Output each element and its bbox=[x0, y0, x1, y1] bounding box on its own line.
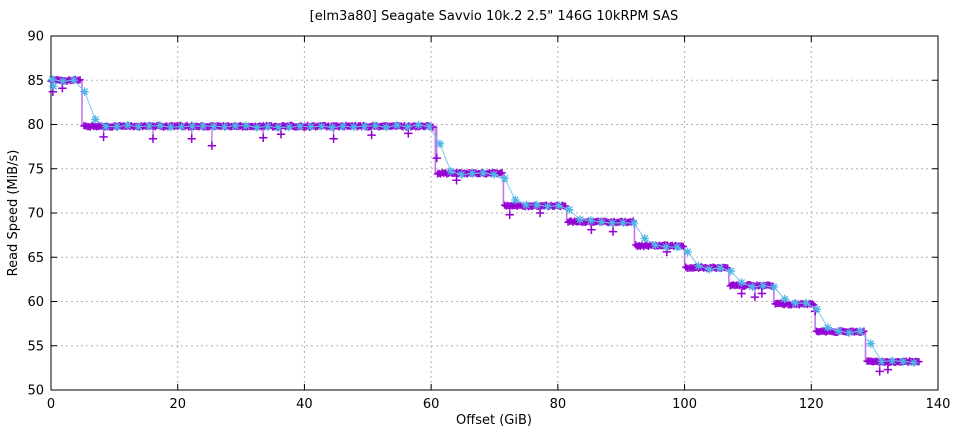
grid bbox=[51, 36, 938, 390]
x-tick-label: 20 bbox=[169, 397, 186, 412]
x-tick-label: 40 bbox=[296, 397, 313, 412]
y-tick-label: 85 bbox=[27, 74, 44, 89]
data-series bbox=[47, 75, 923, 376]
axis-ticks: 0 20 40 60 80 100 120 140 50 55 60 65 70 75 80 85 90 bbox=[27, 30, 950, 413]
x-tick-label: 120 bbox=[799, 397, 824, 412]
x-axis-label: Offset (GiB) bbox=[456, 413, 532, 428]
x-tick-label: 80 bbox=[550, 397, 567, 412]
x-tick-label: 0 bbox=[47, 397, 55, 412]
raw-series-plus-markers bbox=[47, 75, 923, 376]
x-tick-label: 100 bbox=[672, 397, 697, 412]
y-tick-label: 65 bbox=[27, 251, 44, 266]
y-tick-label: 90 bbox=[27, 30, 44, 45]
x-tick-label: 140 bbox=[926, 397, 951, 412]
plot-border bbox=[50, 35, 939, 391]
y-tick-label: 70 bbox=[27, 207, 44, 222]
y-axis-label: Read Speed (MiB/s) bbox=[6, 150, 21, 277]
y-tick-label: 55 bbox=[27, 339, 44, 354]
y-tick-label: 75 bbox=[27, 162, 44, 177]
y-tick-label: 80 bbox=[27, 118, 44, 133]
chart-title: [elm3a80] Seagate Savvio 10k.2 2.5" 146G… bbox=[310, 9, 679, 24]
y-tick-label: 60 bbox=[27, 295, 44, 310]
smoothed-series-star-markers bbox=[48, 75, 919, 367]
y-tick-label: 50 bbox=[27, 384, 44, 399]
smoothed-series-line bbox=[52, 79, 914, 364]
x-tick-label: 60 bbox=[423, 397, 440, 412]
